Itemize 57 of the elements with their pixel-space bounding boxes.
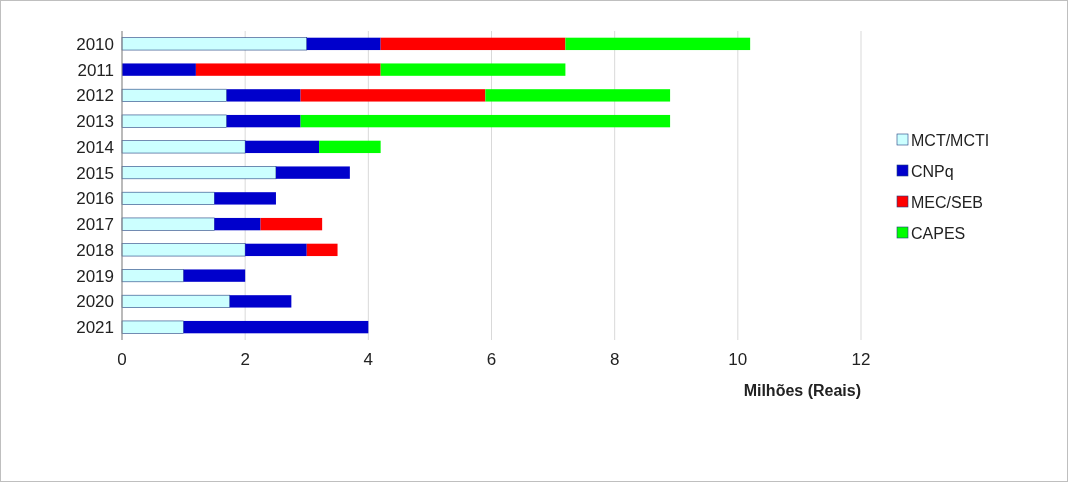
y-tick-label: 2021	[76, 318, 114, 338]
bar	[183, 269, 246, 282]
x-tick-label: 10	[728, 350, 748, 369]
bar	[300, 114, 671, 128]
x-tick-label: 8	[609, 350, 620, 369]
x-axis-title: Milhões (Reais)	[743, 382, 861, 399]
legend-label: MEC/SEB	[911, 193, 984, 211]
bar	[260, 217, 323, 231]
bar	[306, 243, 338, 257]
bar	[121, 191, 215, 205]
y-tick-label: 2015	[76, 163, 114, 183]
y-tick-label: 2019	[76, 266, 114, 286]
x-tick-label: 6	[486, 350, 497, 369]
bar	[122, 63, 196, 76]
y-tick-label: 2016	[76, 189, 114, 209]
x-tick-label: 4	[363, 350, 374, 369]
bar	[121, 37, 308, 51]
bar	[121, 114, 227, 128]
bar	[121, 217, 215, 231]
bar	[226, 89, 301, 102]
bar	[245, 243, 307, 257]
y-tick-label: 2018	[76, 240, 114, 260]
legend-label: MCT/MCTI	[911, 131, 990, 149]
bar	[275, 166, 350, 179]
bar	[214, 192, 276, 205]
bar	[319, 140, 381, 154]
x-tick-label: 0	[117, 350, 127, 369]
y-tick-label: 2012	[76, 86, 114, 106]
bar	[229, 295, 292, 308]
x-tick-label: 12	[851, 350, 871, 369]
bar	[565, 37, 751, 51]
bar	[121, 88, 227, 102]
bar	[300, 89, 486, 102]
legend-label: CNPq	[911, 162, 954, 180]
x-tick-label: 2	[240, 350, 250, 369]
y-tick-label: 2020	[76, 292, 114, 312]
bar	[306, 37, 381, 51]
bar	[121, 320, 184, 334]
bar	[195, 63, 381, 76]
bar	[245, 140, 320, 154]
bar	[183, 320, 369, 334]
y-tick-label: 2011	[77, 60, 114, 80]
bar	[121, 166, 277, 180]
y-tick-label: 2010	[76, 34, 114, 54]
bar	[380, 37, 566, 51]
bar	[226, 114, 301, 128]
bar	[485, 89, 671, 102]
y-tick-label: 2017	[76, 215, 114, 235]
legend-label: CAPES	[911, 224, 966, 242]
y-tick-label: 2013	[76, 112, 114, 132]
bar	[121, 269, 184, 283]
bar	[121, 243, 246, 257]
bar	[121, 140, 246, 154]
bar	[214, 217, 261, 231]
y-tick-label: 2014	[76, 137, 114, 157]
bar	[380, 63, 566, 76]
bar	[121, 294, 231, 308]
